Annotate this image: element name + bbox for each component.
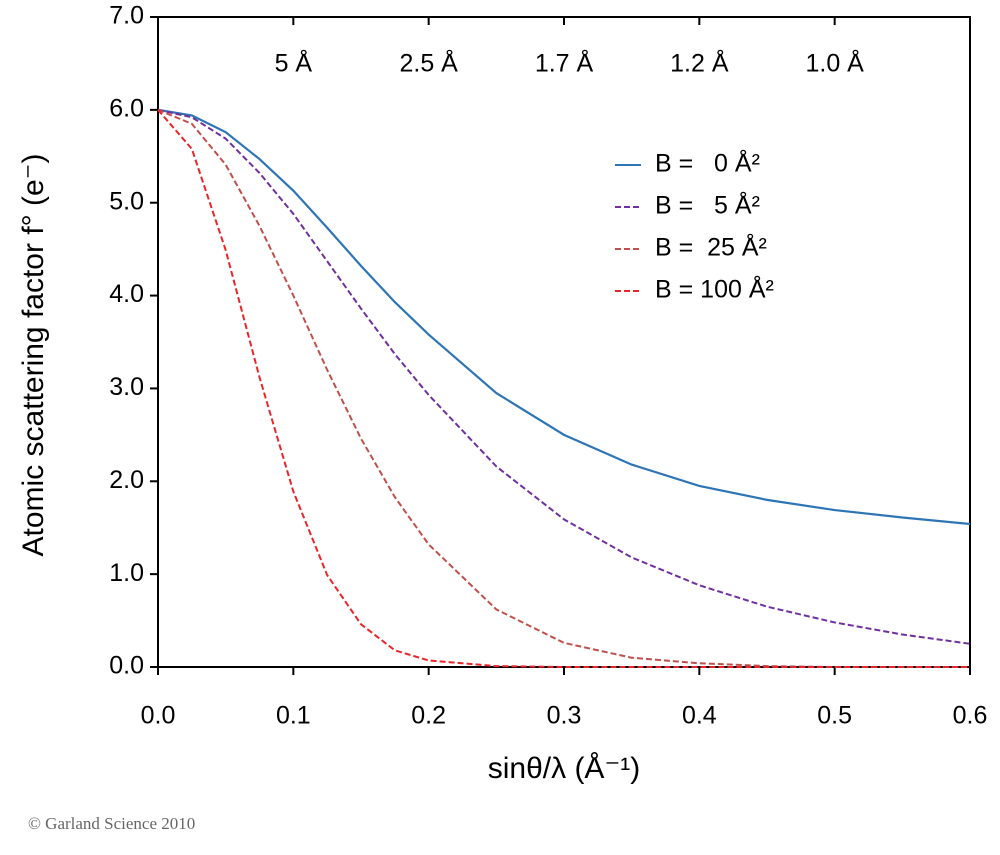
y-tick-label: 6.0 xyxy=(109,94,144,122)
legend-label: B = 100 Å² xyxy=(655,274,774,304)
legend-label: B = 0 Å² xyxy=(655,148,760,178)
x-tick-label: 0.1 xyxy=(276,702,311,730)
x-tick-label: 0.4 xyxy=(682,702,717,730)
legend-label: B = 5 Å² xyxy=(655,190,760,220)
series-line xyxy=(157,108,971,645)
x-tick-label: 0.6 xyxy=(953,702,988,730)
y-axis-label: Atomic scattering factor f° (e⁻) xyxy=(17,154,50,557)
plot-frame xyxy=(157,16,971,668)
y-tick-label: 3.0 xyxy=(109,373,144,401)
x2-tick-label: 1.0 Å xyxy=(805,48,864,78)
y-tick-label: 4.0 xyxy=(109,280,144,308)
y-tick-label: 1.0 xyxy=(109,559,144,587)
x2-tick-label: 1.2 Å xyxy=(670,48,729,78)
y-tick-label: 7.0 xyxy=(109,2,144,30)
x-tick-label: 0.3 xyxy=(547,702,582,730)
x2-tick-label: 1.7 Å xyxy=(535,48,594,78)
x-tick-label: 0.5 xyxy=(817,702,852,730)
x-axis-label: sinθ/λ (Å⁻¹) xyxy=(488,752,641,785)
x2-tick-label: 5 Å xyxy=(275,48,313,78)
y-tick-label: 0.0 xyxy=(109,652,144,680)
legend-label: B = 25 Å² xyxy=(655,232,767,262)
copyright: © Garland Science 2010 xyxy=(28,814,195,833)
y-tick-label: 5.0 xyxy=(109,187,144,215)
x-tick-label: 0.2 xyxy=(411,702,446,730)
x2-tick-label: 2.5 Å xyxy=(399,48,458,78)
x-tick-label: 0.0 xyxy=(141,702,176,730)
y-tick-label: 2.0 xyxy=(109,466,144,494)
series-line xyxy=(157,108,970,668)
series-line xyxy=(157,109,970,668)
series-line xyxy=(157,108,971,526)
